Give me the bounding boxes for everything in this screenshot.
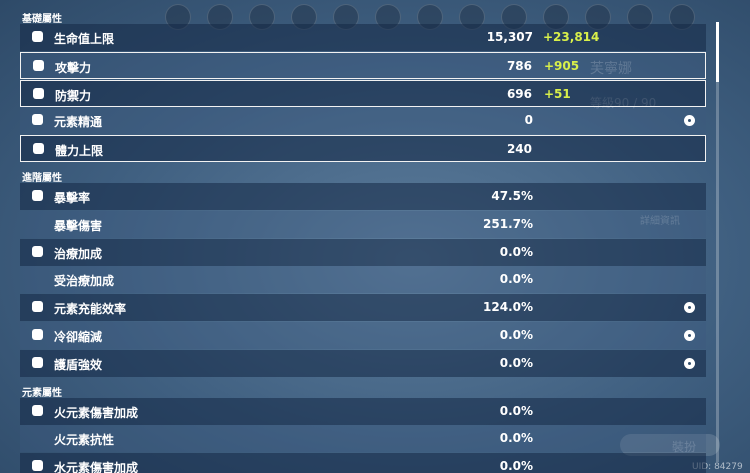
stat-bonus: +51 (544, 86, 571, 101)
stat-icon (32, 245, 43, 257)
stat-label: 治療加成 (54, 246, 103, 261)
stat-label: 元素精通 (54, 115, 103, 130)
stat-label: 水元素傷害加成 (54, 461, 139, 473)
section-title: 基礎屬性 (22, 14, 62, 25)
stat-value: 0.0% (499, 459, 533, 473)
stat-label: 元素充能效率 (54, 302, 127, 317)
stat-value: 0.0% (499, 431, 533, 446)
outfit-button[interactable]: 裝扮 (620, 434, 720, 456)
stat-value: 0.0% (499, 328, 533, 342)
stat-label: 護盾強效 (54, 357, 103, 372)
stat-value: 0 (524, 113, 533, 128)
stat-label: 暴擊率 (54, 191, 91, 205)
stat-row: 火元素傷害加成 0.0% (20, 397, 706, 425)
stat-row: 攻擊力 786 +905 (20, 51, 706, 79)
stat-value: 47.5% (491, 189, 533, 203)
stat-row: 元素充能效率 124.0% (20, 294, 706, 322)
stat-label: 火元素抗性 (54, 433, 115, 448)
stat-row: 生命值上限 15,307 +23,814 (20, 24, 706, 51)
stat-label: 冷卻縮減 (54, 330, 103, 344)
scrollbar-thumb[interactable] (716, 22, 719, 82)
stat-icon (32, 301, 43, 313)
stat-label: 攻擊力 (55, 60, 92, 75)
stat-icon (33, 143, 44, 155)
stat-label: 火元素傷害加成 (54, 405, 139, 420)
stat-row: 元素精通 0 (20, 107, 706, 135)
stat-row: 水元素傷害加成 0.0% (20, 453, 706, 473)
stat-icon (32, 404, 43, 416)
stat-bonus: +23,814 (543, 30, 600, 44)
stat-value: 0.0% (499, 272, 533, 287)
stat-value: 251.7% (483, 216, 533, 231)
stat-icon (33, 87, 44, 99)
stat-row: 冷卻縮減 0.0% (20, 322, 706, 349)
stat-row: 暴擊率 47.5% (20, 183, 706, 210)
stat-row: 防禦力 696 +51 (20, 79, 706, 107)
stat-icon (32, 356, 43, 368)
stat-row: 受治療加成 0.0% (20, 266, 706, 294)
stat-label: 暴擊傷害 (54, 218, 103, 233)
section-title: 進階屬性 (22, 173, 62, 184)
stat-value: 0.0% (499, 403, 533, 418)
stat-icon (32, 329, 43, 340)
help-icon[interactable] (684, 115, 695, 127)
stat-row: 體力上限 240 (20, 135, 706, 163)
stat-row: 治療加成 0.0% (20, 238, 706, 266)
help-icon[interactable] (684, 302, 695, 314)
outfit-label: 裝扮 (672, 440, 697, 454)
stat-row: 護盾強效 0.0% (20, 349, 706, 377)
uid: UID: 84279 (692, 462, 743, 472)
stat-icon (32, 460, 43, 472)
help-icon[interactable] (684, 330, 695, 341)
stat-icon (32, 31, 43, 42)
stat-value: 0.0% (499, 244, 533, 259)
scrollbar-track (716, 22, 719, 462)
stat-value: 786 (506, 58, 532, 73)
stat-value: 0.0% (499, 355, 533, 370)
stat-icon (33, 59, 44, 71)
stat-label: 生命值上限 (54, 32, 115, 46)
section-title: 元素屬性 (22, 387, 62, 399)
stat-bonus: +905 (544, 58, 580, 73)
details-button[interactable]: 詳細資訊 (640, 216, 680, 227)
character-name: 芙寧娜 (590, 61, 632, 77)
stat-label: 受治療加成 (54, 274, 115, 289)
stat-row: 火元素抗性 0.0% (20, 425, 706, 453)
stat-value: 15,307 (486, 30, 533, 44)
stat-value: 240 (506, 142, 532, 157)
stat-value: 696 (506, 86, 532, 101)
stat-label: 防禦力 (55, 88, 92, 103)
stat-label: 體力上限 (55, 144, 104, 159)
stat-icon (32, 190, 43, 201)
stat-icon (32, 114, 43, 126)
stat-row: 暴擊傷害 251.7% (20, 210, 706, 238)
stat-value: 124.0% (483, 300, 533, 315)
help-icon[interactable] (684, 357, 695, 369)
